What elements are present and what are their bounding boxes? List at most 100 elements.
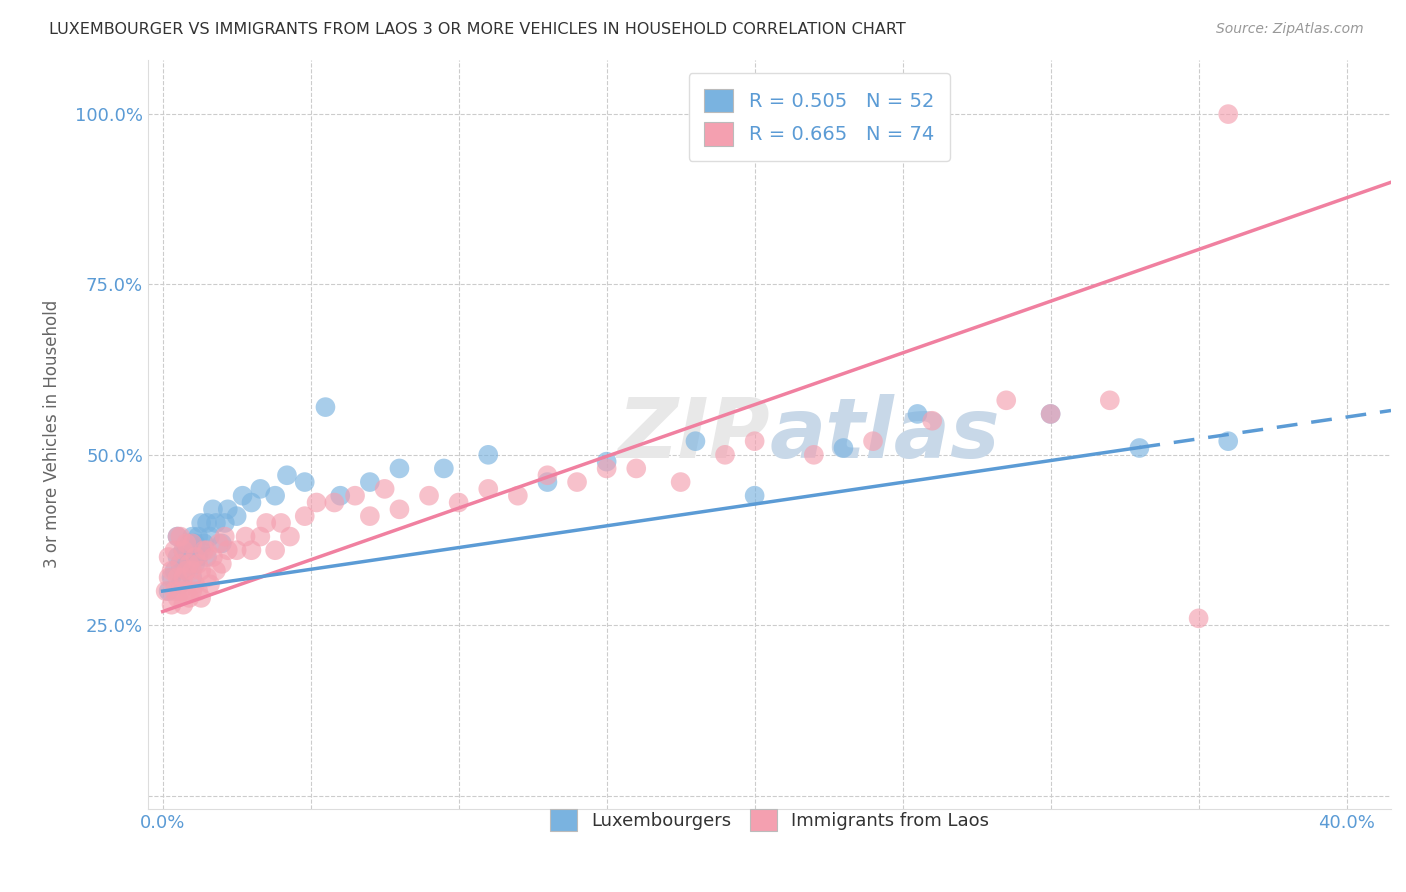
Point (176, 584, 198, 599)
Point (714, 448, 737, 462)
Point (595, 461, 617, 475)
Point (669, 475, 692, 489)
Point (184, 577, 207, 591)
Y-axis label: 3 or more Vehicles in Household: 3 or more Vehicles in Household (44, 301, 60, 568)
Point (323, 495, 346, 509)
Point (329, 489, 352, 503)
Point (201, 549, 224, 564)
Point (477, 448, 499, 462)
Point (249, 530, 271, 544)
Point (626, 461, 648, 475)
Point (179, 557, 201, 571)
Point (184, 549, 207, 564)
Point (195, 516, 218, 530)
Point (217, 502, 239, 516)
Point (477, 482, 499, 496)
Point (169, 557, 191, 571)
Point (1218, 434, 1240, 449)
Point (201, 502, 224, 516)
Point (595, 455, 617, 469)
Point (249, 482, 271, 496)
Point (184, 536, 207, 550)
Point (187, 530, 209, 544)
Legend: Luxembourgers, Immigrants from Laos: Luxembourgers, Immigrants from Laos (536, 794, 1004, 845)
Point (176, 564, 198, 578)
Point (803, 448, 825, 462)
Point (176, 536, 198, 550)
Point (314, 400, 336, 414)
Point (181, 536, 204, 550)
Point (264, 489, 287, 503)
Point (166, 549, 188, 564)
Point (157, 584, 180, 599)
Point (172, 570, 194, 584)
Point (208, 536, 231, 550)
Point (305, 495, 328, 509)
Point (166, 530, 188, 544)
Point (163, 543, 186, 558)
Point (190, 543, 212, 558)
Point (166, 591, 188, 605)
Point (217, 543, 239, 558)
Point (172, 543, 194, 558)
Point (418, 489, 440, 503)
Point (921, 414, 943, 428)
Point (195, 549, 218, 564)
Point (184, 557, 207, 571)
Point (235, 530, 257, 544)
Text: atlas: atlas (769, 394, 1000, 475)
Point (195, 543, 218, 558)
Point (388, 502, 411, 516)
Point (179, 536, 201, 550)
Point (264, 543, 287, 558)
Point (344, 489, 367, 503)
Point (157, 570, 180, 584)
Point (160, 570, 183, 584)
Point (190, 591, 212, 605)
Point (172, 543, 194, 558)
Point (157, 549, 180, 564)
Point (278, 530, 301, 544)
Point (181, 564, 204, 578)
Point (166, 570, 188, 584)
Point (179, 591, 201, 605)
Point (276, 468, 298, 483)
Point (1098, 393, 1121, 408)
Point (214, 530, 236, 544)
Point (193, 536, 215, 550)
Point (169, 557, 191, 571)
Point (181, 530, 204, 544)
Point (181, 549, 204, 564)
Point (565, 475, 588, 489)
Point (169, 577, 191, 591)
Point (254, 516, 277, 530)
Point (685, 434, 707, 449)
Point (160, 598, 183, 612)
Point (198, 577, 221, 591)
Point (163, 564, 186, 578)
Point (240, 495, 263, 509)
Point (995, 393, 1018, 408)
Point (388, 461, 411, 475)
Point (181, 570, 204, 584)
Point (506, 489, 529, 503)
Point (536, 475, 558, 489)
Point (179, 557, 201, 571)
Point (744, 434, 766, 449)
Point (374, 482, 396, 496)
Point (232, 489, 254, 503)
Point (187, 584, 209, 599)
Text: Source: ZipAtlas.com: Source: ZipAtlas.com (1216, 22, 1364, 37)
Point (240, 543, 263, 558)
Point (166, 530, 188, 544)
Point (359, 509, 381, 524)
Point (190, 564, 212, 578)
Point (359, 475, 381, 489)
Point (176, 564, 198, 578)
Point (225, 509, 247, 524)
Point (1039, 407, 1062, 421)
Text: ZIP: ZIP (617, 394, 769, 475)
Point (225, 543, 247, 558)
Point (270, 516, 292, 530)
Point (193, 543, 215, 558)
